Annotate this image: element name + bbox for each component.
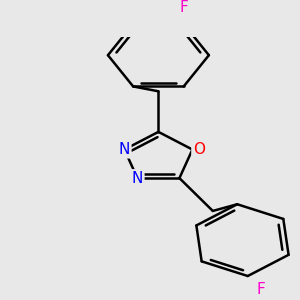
Text: N: N (132, 171, 143, 186)
Text: F: F (257, 282, 266, 297)
Text: F: F (179, 0, 188, 15)
Text: O: O (193, 142, 205, 157)
Text: N: N (119, 142, 130, 157)
